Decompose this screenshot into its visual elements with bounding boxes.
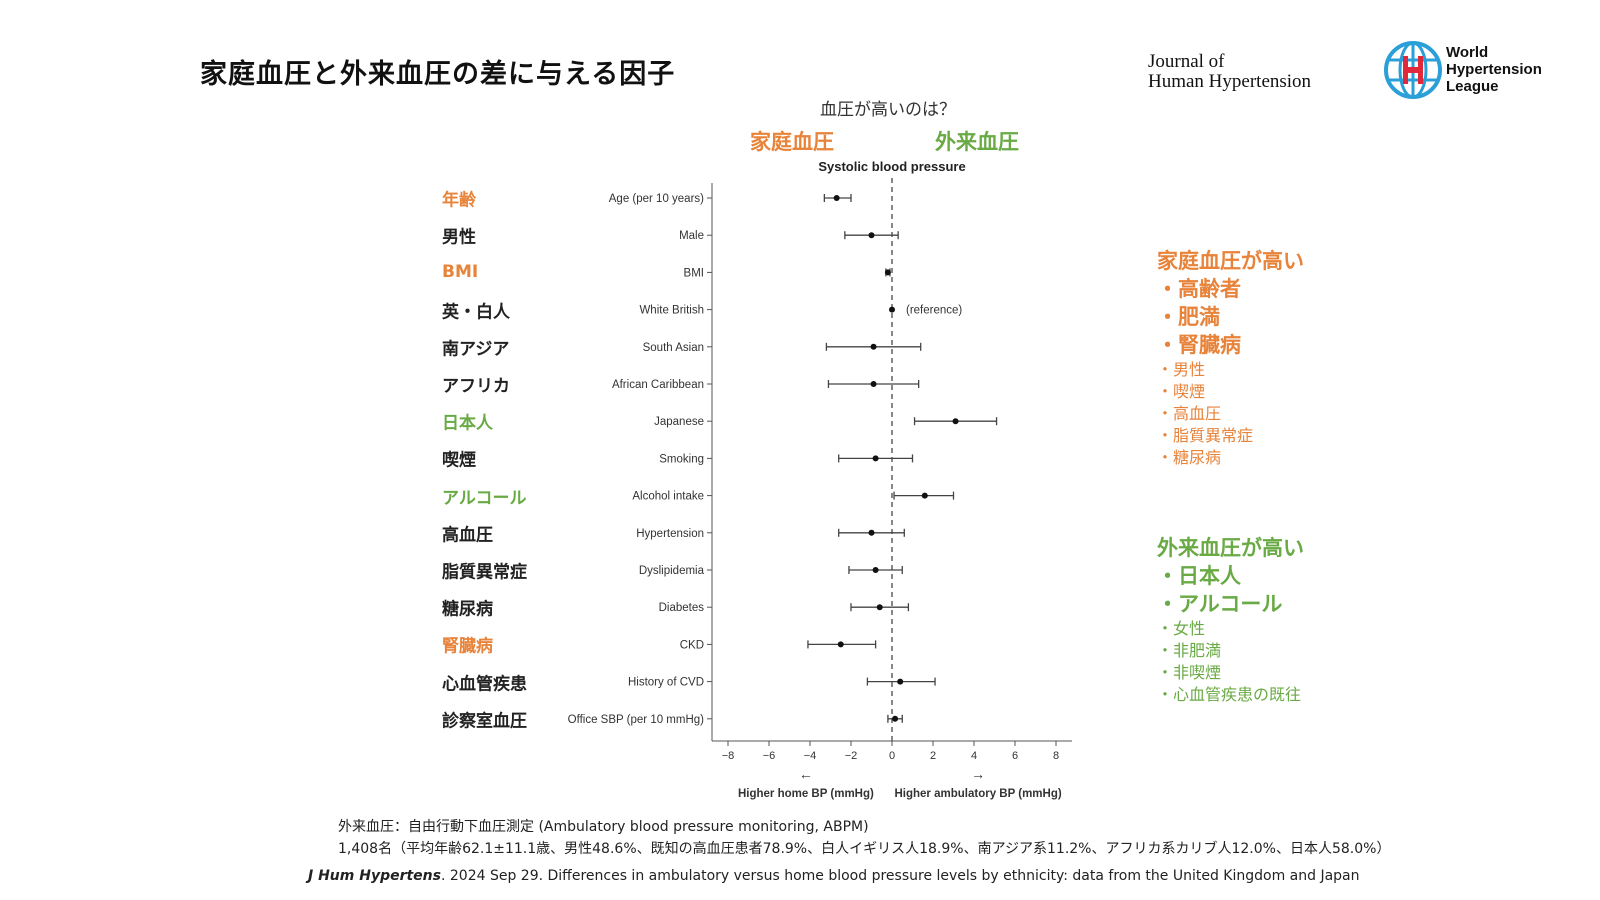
point-estimate: [868, 232, 875, 239]
row-label: Age (per 10 years): [609, 193, 704, 205]
chart-title: Systolic blood pressure: [818, 159, 965, 174]
row-label: Alcohol intake: [632, 491, 704, 503]
x-tick-label: −4: [804, 750, 817, 762]
left-arrow-icon: ←: [799, 766, 813, 782]
point-estimate: [876, 604, 883, 611]
home-bp-panel: 家庭血圧が高い ・高齢者 ・肥満 ・腎臓病 ・男性 ・喫煙 ・高血圧 ・脂質異常…: [1157, 245, 1304, 469]
factor-label-jp: 腎臓病: [442, 636, 493, 657]
row-label: African Caribbean: [612, 379, 704, 391]
point-estimate: [884, 269, 891, 276]
factor-label-jp: 心血管疾患: [442, 674, 527, 695]
row-label: Japanese: [654, 416, 704, 428]
point-estimate: [872, 567, 879, 573]
factor-label-jp: 南アジア: [442, 339, 510, 360]
factor-label-jp: 糖尿病: [442, 599, 493, 620]
ambulatory-bp-panel: 外来血圧が高い ・日本人 ・アルコール ・女性 ・非肥満 ・非喫煙 ・心血管疾患…: [1157, 532, 1304, 706]
ambulatory-bp-header: 外来血圧: [935, 130, 1019, 154]
factor-label-jp: 男性: [442, 227, 476, 248]
factor-label-jp: アルコール: [442, 488, 527, 509]
home-panel-sub-item: ・脂質異常症: [1157, 426, 1254, 445]
right-arrow-icon: →: [971, 766, 985, 782]
clinic-panel-sub-item: ・非肥満: [1157, 641, 1222, 660]
home-panel-heading: 家庭血圧が高い: [1157, 249, 1304, 273]
x-label-right: Higher ambulatory BP (mmHg): [894, 788, 1061, 800]
footnote-population: 1,408名（平均年齢62.1±11.1歳、男性48.6%、既知の高血圧患者78…: [338, 841, 1391, 857]
row-label: Dyslipidemia: [639, 565, 705, 577]
clinic-panel-sub-item: ・女性: [1157, 619, 1206, 638]
home-panel-main-item: ・高齢者: [1157, 277, 1241, 301]
whl-logo-line3: League: [1446, 78, 1499, 95]
home-bp-header: 家庭血圧: [750, 130, 834, 154]
home-panel-main-item: ・肥満: [1157, 305, 1220, 329]
factor-label-jp: BMI: [442, 262, 479, 283]
row-label: South Asian: [643, 342, 704, 354]
point-estimate: [921, 492, 928, 499]
factor-label-jp: 年齢: [442, 190, 476, 211]
factor-label-jp: 日本人: [442, 413, 493, 434]
home-panel-main-item: ・腎臓病: [1157, 333, 1241, 357]
point-estimate: [952, 418, 959, 425]
point-estimate: [897, 678, 904, 685]
factor-label-jp: 脂質異常症: [442, 562, 527, 583]
x-tick-label: 6: [1012, 750, 1018, 762]
clinic-panel-main-item: ・日本人: [1157, 564, 1241, 588]
row-label: Male: [679, 230, 704, 242]
row-label: Office SBP (per 10 mmHg): [568, 714, 705, 726]
globe-logo-icon: [1384, 41, 1442, 99]
factor-label-jp: 英・白人: [442, 302, 510, 323]
clinic-panel-sub-item: ・心血管疾患の既往: [1157, 685, 1302, 704]
home-panel-sub-item: ・高血圧: [1157, 404, 1222, 423]
row-label: Smoking: [659, 453, 704, 465]
x-tick-label: 0: [889, 750, 895, 762]
row-label: CKD: [680, 639, 704, 651]
whl-logo-line2: Hypertension: [1446, 61, 1542, 78]
row-label: BMI: [684, 267, 704, 279]
clinic-panel-heading: 外来血圧が高い: [1157, 536, 1304, 560]
x-tick-label: −8: [722, 750, 735, 762]
journal-logo: Journal of Human Hypertension: [1148, 52, 1311, 92]
slide-title: 家庭血圧と外来血圧の差に与える因子: [200, 59, 676, 90]
reference-note: (reference): [906, 305, 962, 317]
row-label: History of CVD: [628, 677, 704, 689]
footnote-abpm: 外来血圧：自由行動下血圧測定 (Ambulatory blood pressur…: [338, 819, 869, 835]
question-text: 血圧が高いのは？: [820, 100, 956, 120]
x-tick-label: −2: [845, 750, 858, 762]
row-label: Hypertension: [636, 528, 704, 540]
home-panel-sub-item: ・男性: [1157, 360, 1206, 379]
x-tick-label: −6: [763, 750, 776, 762]
point-estimate: [889, 306, 895, 313]
x-tick-label: 4: [971, 750, 977, 762]
point-estimate: [870, 381, 877, 387]
clinic-panel-sub-item: ・非喫煙: [1157, 663, 1222, 682]
factor-label-jp: 高血圧: [442, 525, 493, 546]
whl-logo-line1: World: [1446, 44, 1489, 61]
whl-logo-text: World Hypertension League: [1446, 44, 1542, 95]
point-estimate: [837, 641, 844, 648]
citation-text: . 2024 Sep 29. Differences in ambulatory…: [440, 868, 1360, 884]
row-label: Diabetes: [659, 602, 705, 614]
home-panel-sub-item: ・糖尿病: [1157, 448, 1222, 467]
journal-logo-line2: Human Hypertension: [1148, 71, 1312, 92]
x-tick-label: 8: [1053, 750, 1059, 762]
factor-label-jp: 診察室血圧: [442, 711, 527, 732]
point-estimate: [872, 455, 879, 462]
point-estimate: [892, 715, 899, 722]
factor-label-jp: 喫煙: [442, 450, 476, 471]
point-estimate: [868, 529, 875, 536]
home-panel-sub-item: ・喫煙: [1157, 382, 1206, 401]
x-tick-label: 2: [930, 750, 936, 762]
clinic-panel-main-item: ・アルコール: [1157, 592, 1283, 616]
x-label-left: Higher home BP (mmHg): [738, 788, 874, 800]
factor-label-jp: アフリカ: [442, 376, 510, 397]
journal-logo-line1: Journal of: [1148, 51, 1225, 72]
point-estimate: [870, 343, 877, 350]
row-label: White British: [639, 305, 704, 317]
citation-journal: J Hum Hypertens: [308, 868, 441, 884]
point-estimate: [833, 195, 840, 201]
citation: J Hum Hypertens. 2024 Sep 29. Difference…: [308, 868, 1360, 884]
